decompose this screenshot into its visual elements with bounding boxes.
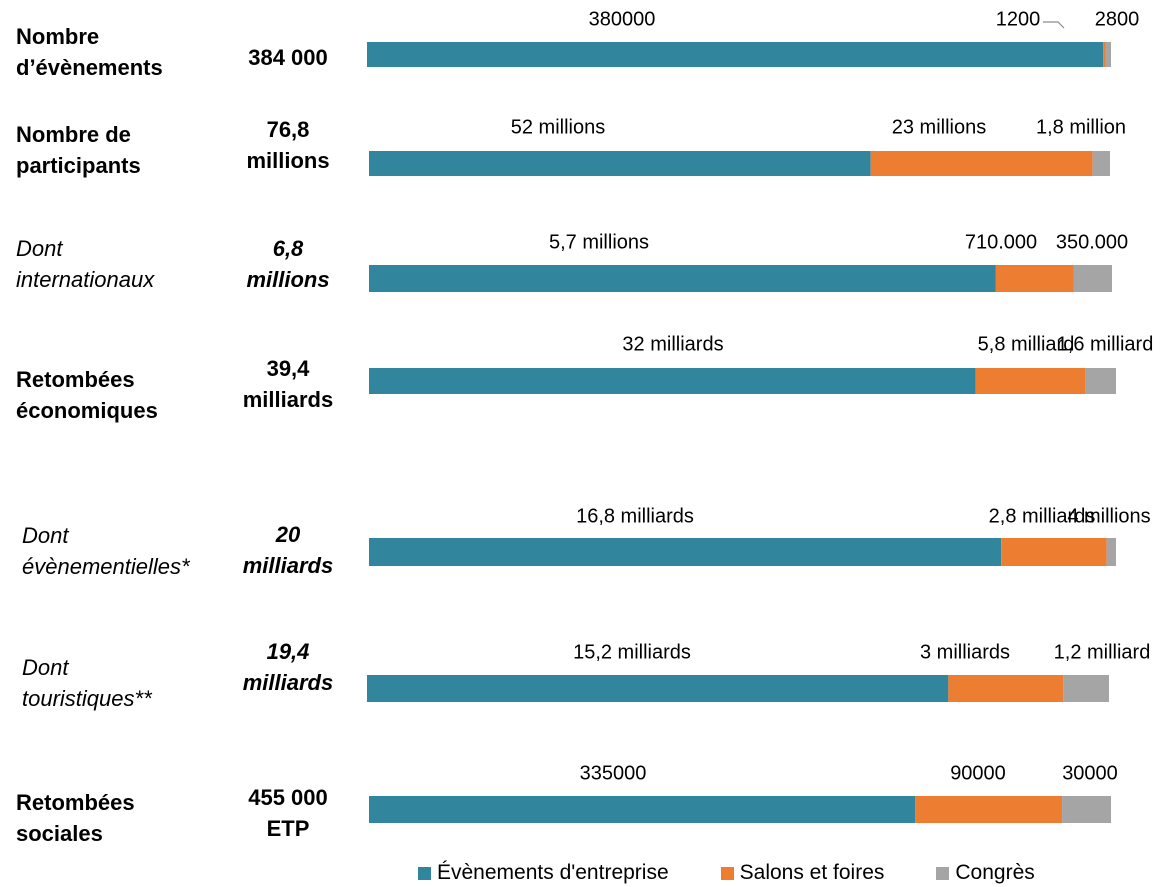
legend-label-congres: Congrès (955, 861, 1035, 884)
bar-segment-congres-3 (1073, 265, 1112, 292)
legend-swatch-entreprise (418, 866, 431, 880)
legend-label-entreprise: Évènements d'entreprise (437, 861, 669, 884)
data-label-congres-6: 1,2 milliard (1054, 641, 1151, 663)
legend-item-congres: Congrès (936, 861, 1035, 885)
row-total-2: 76,8 millions (246, 117, 330, 173)
data-label-salons-7: 90000 (950, 762, 1006, 784)
bar-segment-salons-4 (975, 368, 1086, 394)
data-label-salons-6: 3 milliards (920, 641, 1010, 663)
bar-segment-congres-5 (1106, 538, 1116, 566)
legend-item-salons: Salons et foires (720, 861, 885, 885)
legend: Évènements d'entreprise Salons et foires… (418, 860, 1035, 886)
bar-segment-salons-7 (915, 796, 1063, 823)
bar-segment-entreprise-3 (369, 265, 996, 292)
row-label-5: Dont évènementielles* (22, 523, 190, 579)
data-label-salons-5: 2,8 milliards (989, 505, 1096, 527)
bar-segment-congres-6 (1063, 675, 1109, 702)
leader-line (1043, 21, 1065, 29)
row-total-1: 384 000 (248, 44, 328, 70)
row-label-3: Dont internationaux (16, 236, 155, 292)
bar-segment-entreprise-6 (367, 675, 949, 702)
legend-swatch-salons (720, 866, 734, 880)
data-label-entreprise-4: 32 milliards (622, 333, 723, 355)
data-label-entreprise-3: 5,7 millions (549, 231, 649, 253)
data-label-entreprise-6: 15,2 milliards (573, 641, 691, 663)
data-label-congres-4: 1,6 milliard (1057, 333, 1154, 355)
bar-segment-salons-3 (995, 265, 1074, 292)
bar-segment-entreprise-4 (369, 368, 976, 394)
legend-swatch-congres (936, 866, 950, 880)
row-total-4: 39,4 milliards (242, 356, 334, 412)
bar-segment-congres-1 (1105, 42, 1111, 67)
row-label-2: Nombre de participants (16, 122, 141, 178)
bar-segment-salons-5 (1001, 538, 1107, 566)
bar-segment-salons-2 (870, 151, 1093, 176)
row-total-7: 455 000 ETP (248, 785, 328, 841)
legend-label-salons: Salons et foires (739, 861, 885, 884)
data-label-salons-4: 5,8 milliard (978, 333, 1075, 355)
bar-segment-entreprise-2 (369, 151, 871, 176)
bar-segment-entreprise-7 (369, 796, 916, 823)
data-label-entreprise-7: 335000 (580, 762, 647, 784)
row-label-7: Retombées sociales (16, 790, 135, 846)
data-label-congres-7: 30000 (1062, 762, 1118, 784)
bar-segment-salons-1 (1103, 42, 1106, 67)
data-label-salons-1: 1200 (996, 8, 1041, 30)
row-total-3: 6,8 millions (246, 236, 330, 292)
data-label-salons-2: 23 millions (892, 116, 986, 138)
data-label-entreprise-5: 16,8 milliards (576, 505, 694, 527)
bar-segment-congres-4 (1085, 368, 1116, 394)
data-label-entreprise-1: 380000 (589, 8, 656, 30)
row-total-5: 20 milliards (242, 522, 334, 578)
bar-segment-congres-2 (1092, 151, 1110, 176)
data-label-salons-3: 710.000 (965, 231, 1037, 253)
legend-item-entreprise: Évènements d'entreprise (418, 861, 669, 885)
bar-segment-salons-6 (948, 675, 1064, 702)
row-label-4: Retombées économiques (16, 367, 158, 423)
data-label-congres-1: 2800 (1095, 8, 1140, 30)
bar-segment-entreprise-1 (367, 42, 1104, 67)
row-label-1: Nombre d’évènements (16, 24, 163, 80)
bar-segment-entreprise-5 (369, 538, 1002, 566)
data-label-congres-5: 4 millions (1067, 505, 1150, 527)
data-label-congres-2: 1,8 million (1036, 116, 1126, 138)
bar-segment-congres-7 (1062, 796, 1111, 823)
data-label-entreprise-2: 52 millions (511, 116, 605, 138)
row-total-6: 19,4 milliards (242, 639, 334, 695)
row-label-6: Dont touristiques** (22, 655, 152, 711)
data-label-congres-3: 350.000 (1056, 231, 1128, 253)
